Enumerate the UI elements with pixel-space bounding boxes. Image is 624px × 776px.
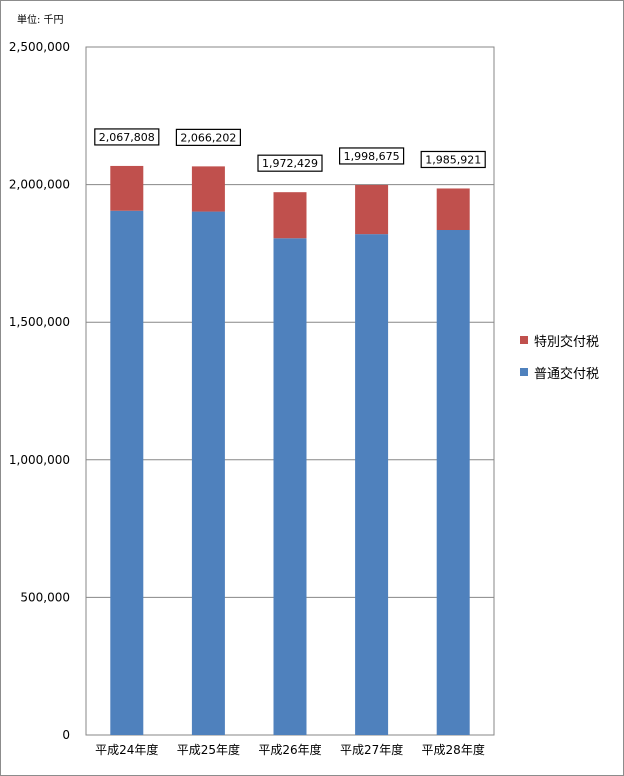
total-label-box: [339, 147, 405, 165]
bars: [110, 165, 470, 736]
y-tick-label: 0: [62, 728, 70, 742]
total-label: 2,066,202: [180, 131, 236, 144]
total-label: 1,972,429: [262, 157, 318, 170]
x-tick-label: 平成28年度: [422, 742, 485, 757]
legend-swatch-ordinary: [520, 368, 528, 376]
legend-swatch-special: [520, 336, 528, 344]
total-label-box: [257, 154, 323, 172]
bar-ordinary: [110, 210, 144, 735]
bar-special: [273, 192, 307, 239]
bar-special: [191, 166, 225, 212]
x-tick-label: 平成24年度: [95, 742, 158, 757]
bar-ordinary: [436, 230, 470, 735]
labels: 0 500,000 1,000,000 1,500,000 2,000,000 2,500…: [9, 40, 486, 757]
x-tick-label: 平成27年度: [340, 742, 403, 757]
total-label-box: [175, 128, 241, 146]
y-tick-label: 500,000: [20, 590, 70, 604]
total-label: 1,998,675: [344, 150, 400, 163]
legend-item-special: 特別交付税: [520, 332, 600, 350]
total-label: 1,985,921: [425, 153, 481, 166]
legend-item-ordinary: 普通交付税: [520, 364, 600, 382]
legend-label-special: 特別交付税: [534, 334, 600, 350]
x-tick-label: 平成26年度: [258, 742, 321, 757]
total-label: 2,067,808: [99, 131, 155, 144]
x-tick-label: 平成25年度: [177, 742, 240, 757]
legend: 特別交付税 普通交付税: [520, 332, 599, 396]
legend-label-ordinary: 普通交付税: [534, 366, 600, 382]
total-label-box: [420, 150, 486, 169]
bar-special: [355, 184, 389, 235]
total-label-box: [94, 128, 160, 146]
bar-ordinary: [273, 238, 307, 735]
bar-special: [436, 188, 470, 231]
y-tick-label: 1,500,000: [9, 315, 70, 329]
unit-label: 単位: 千円: [17, 15, 64, 26]
y-tick-label: 2,000,000: [9, 178, 70, 192]
y-tick-label: 2,500,000: [9, 40, 70, 54]
y-tick-label: 1,000,000: [9, 453, 70, 467]
bar-ordinary: [355, 234, 389, 736]
bar-ordinary: [191, 211, 225, 736]
bar-special: [110, 165, 144, 211]
